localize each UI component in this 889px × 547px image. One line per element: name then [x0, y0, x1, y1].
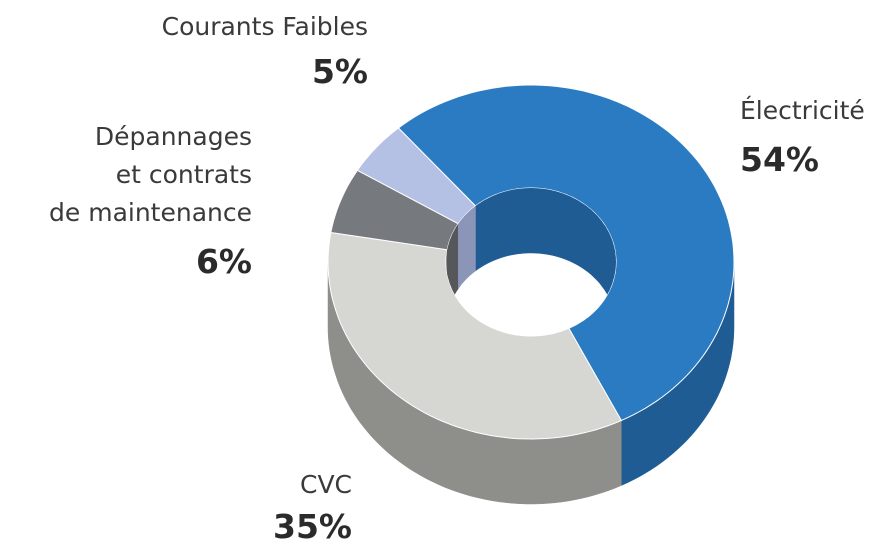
slice-label: Électricité [740, 96, 865, 125]
segment-inner-side [458, 205, 476, 290]
slice-value: 54% [740, 140, 819, 179]
slice-label: Courants Faibles [161, 12, 368, 41]
slice-value: 35% [273, 507, 352, 546]
slice-value: 5% [311, 52, 368, 91]
segment-inner-side [475, 188, 616, 328]
slice-value: 6% [195, 242, 252, 281]
slice-label: CVC [299, 470, 352, 499]
slice-label: Dépannages et contrats de maintenance [49, 122, 252, 227]
